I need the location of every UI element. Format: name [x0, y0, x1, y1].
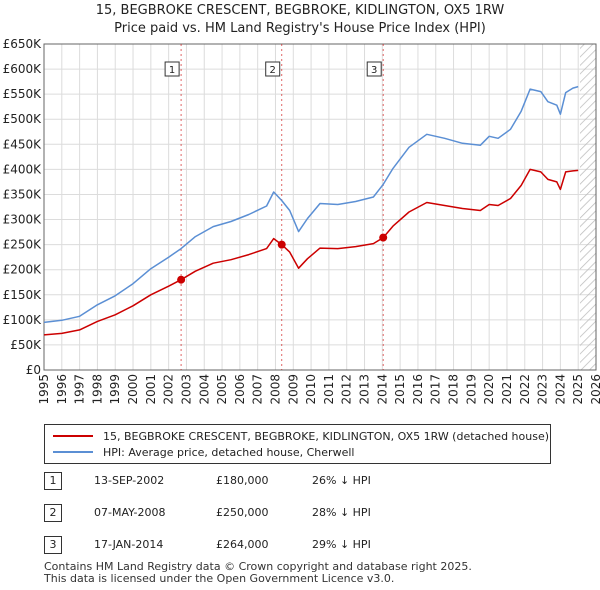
sale-marker-label: 2 — [270, 65, 276, 76]
y-tick-label: £350K — [3, 187, 43, 201]
x-tick-label: 2015 — [393, 374, 407, 405]
x-tick-label: 2004 — [197, 374, 211, 405]
x-tick-label: 1998 — [90, 374, 104, 405]
transaction-price: £250,000 — [216, 506, 269, 519]
x-tick-label: 2006 — [233, 374, 247, 405]
x-tick-label: 2013 — [358, 374, 372, 405]
x-tick-label: 1999 — [108, 374, 122, 405]
transaction-price: £264,000 — [216, 538, 269, 551]
x-tick-label: 2012 — [340, 374, 354, 405]
x-tick-label: 2009 — [286, 374, 300, 405]
x-tick-label: 2016 — [411, 374, 425, 405]
price-chart: £0 £50K £100K £150K £200K £250K £300K £350K £400… — [3, 37, 600, 405]
y-tick-label: £200K — [3, 263, 43, 277]
footer-licence: This data is licensed under the Open Gov… — [44, 572, 395, 585]
x-tick-label: 2018 — [447, 374, 461, 405]
y-tick-label: £650K — [3, 37, 43, 51]
sale-marker-label: 1 — [169, 65, 175, 76]
x-tick-label: 2017 — [429, 374, 443, 405]
transaction-row: 2 07-MAY-2008 £250,000 28% ↓ HPI — [44, 504, 564, 524]
x-tick-label: 2001 — [144, 374, 158, 405]
y-tick-label: £500K — [3, 112, 43, 126]
y-tick-label: £600K — [3, 62, 43, 76]
legend-swatch-hpi — [53, 451, 93, 453]
future-hatch-region — [579, 44, 596, 370]
transaction-hpi-diff: 28% ↓ HPI — [312, 506, 371, 519]
x-tick-label: 2023 — [536, 374, 550, 405]
footer: Contains HM Land Registry data © Crown c… — [44, 561, 472, 585]
sale-point — [277, 240, 286, 249]
chart-title: 15, BEGBROKE CRESCENT, BEGBROKE, KIDLING… — [95, 3, 505, 18]
y-tick-label: £150K — [3, 288, 43, 302]
transaction-date: 07-MAY-2008 — [94, 506, 166, 519]
x-tick-label: 2025 — [571, 374, 585, 405]
transaction-date: 13-SEP-2002 — [94, 474, 165, 487]
x-tick-label: 2014 — [375, 374, 389, 405]
legend-item-hpi: HPI: Average price, detached house, Cher… — [53, 444, 354, 460]
x-tick-label: 1997 — [73, 374, 87, 405]
plot-background — [44, 44, 596, 370]
transaction-row: 1 13-SEP-2002 £180,000 26% ↓ HPI — [44, 472, 564, 492]
x-tick-label: 2002 — [162, 374, 176, 405]
transaction-number: 1 — [44, 472, 62, 490]
x-tick-label: 2024 — [553, 374, 567, 405]
x-tick-label: 2008 — [268, 374, 282, 405]
x-tick-label: 2021 — [500, 374, 514, 405]
transaction-hpi-diff: 29% ↓ HPI — [312, 538, 371, 551]
y-tick-label: £250K — [3, 238, 43, 252]
x-tick-label: 2010 — [304, 374, 318, 405]
y-tick-label: £300K — [3, 213, 43, 227]
x-tick-label: 2026 — [589, 374, 600, 405]
sale-marker-label: 3 — [371, 65, 377, 76]
price-paid-line — [43, 168, 579, 336]
sale-point — [177, 275, 186, 284]
x-tick-label: 1996 — [55, 374, 69, 405]
x-tick-label: 2005 — [215, 374, 229, 405]
footer-copyright: Contains HM Land Registry data © Crown c… — [44, 560, 472, 573]
transaction-hpi-diff: 26% ↓ HPI — [312, 474, 371, 487]
legend-label-hpi: HPI: Average price, detached house, Cher… — [103, 445, 355, 459]
y-tick-label: £50K — [10, 338, 42, 352]
x-tick-label: 2019 — [464, 374, 478, 405]
plot-border — [43, 43, 597, 371]
sale-marker-box — [164, 61, 180, 77]
transaction-price: £180,000 — [216, 474, 269, 487]
x-tick-label: 2003 — [179, 374, 193, 405]
x-tick-label: 2000 — [126, 374, 140, 405]
y-tick-label: £450K — [3, 137, 43, 151]
x-tick-label: 1995 — [37, 374, 51, 405]
sale-marker-box — [265, 61, 281, 77]
legend-swatch-price-paid — [53, 435, 93, 437]
y-tick-label: £100K — [3, 313, 43, 327]
x-tick-label: 2020 — [482, 374, 496, 405]
y-tick-label: £0 — [26, 363, 41, 377]
legend-label-price-paid: 15, BEGBROKE CRESCENT, BEGBROKE, KIDLING… — [103, 429, 550, 443]
sale-point — [379, 233, 388, 242]
sale-marker-box — [366, 61, 382, 77]
legend: 15, BEGBROKE CRESCENT, BEGBROKE, KIDLING… — [44, 424, 551, 464]
hpi-line — [43, 85, 579, 324]
chart-subtitle: Price paid vs. HM Land Registry's House … — [114, 21, 486, 36]
x-tick-label: 2022 — [518, 374, 532, 405]
transaction-date: 17-JAN-2014 — [94, 538, 164, 551]
transaction-number: 3 — [44, 536, 62, 554]
x-tick-label: 2007 — [251, 374, 265, 405]
transaction-row: 3 17-JAN-2014 £264,000 29% ↓ HPI — [44, 536, 564, 556]
x-tick-label: 2011 — [322, 374, 336, 405]
y-tick-label: £550K — [3, 87, 43, 101]
y-tick-label: £400K — [3, 162, 43, 176]
legend-item-price-paid: 15, BEGBROKE CRESCENT, BEGBROKE, KIDLING… — [53, 428, 549, 444]
transaction-number: 2 — [44, 504, 62, 522]
